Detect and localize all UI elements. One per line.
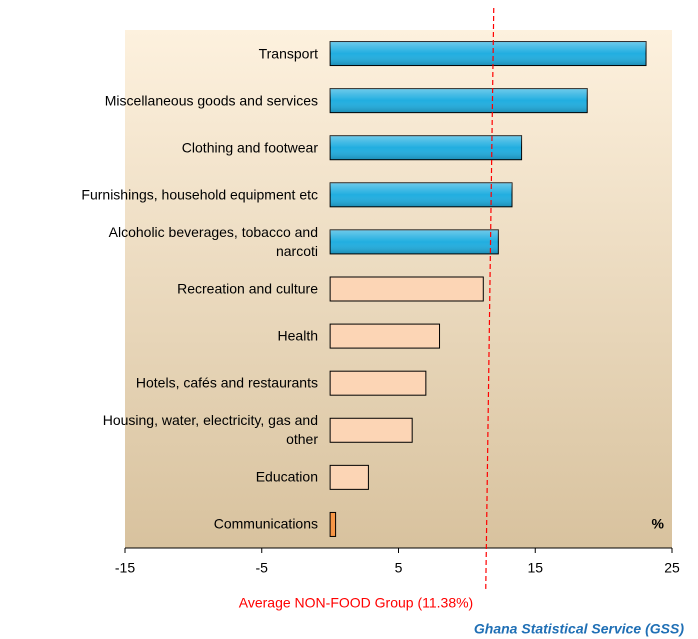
category-label: Clothing and footwear [181,139,318,156]
category-label: Health [277,327,318,344]
bar [329,41,647,67]
bar [329,182,513,208]
x-tick-label: 15 [527,560,543,576]
bar [329,417,413,443]
category-label: Education [255,468,318,485]
x-tick-label: -5 [256,560,269,576]
reference-line [485,7,495,591]
bar [329,88,588,114]
source: Ghana Statistical Service (GSS) [474,621,684,637]
x-tick-label: -15 [115,560,135,576]
category-label: Recreation and culture [177,280,318,297]
category-label: Transport [258,45,318,62]
category-label: Hotels, cafés and restaurants [135,374,318,391]
category-label: Alcoholic beverages, tobacco and narcoti [108,223,318,259]
bar [329,511,337,537]
bar [329,323,441,349]
x-tick-label: 5 [395,560,403,576]
category-label: Miscellaneous goods and services [104,92,318,109]
unit-label: % [652,516,665,532]
x-tick-label: 25 [664,560,680,576]
bar [329,276,484,302]
category-label: Furnishings, household equipment etc [81,186,318,203]
bar [329,370,427,396]
bar [329,464,369,490]
category-label: Housing, water, electricity, gas and oth… [102,412,318,448]
reference-label: Average NON-FOOD Group (11.38%) [239,595,473,611]
bar [329,135,523,161]
bar [329,229,499,255]
category-label: Communications [213,515,318,532]
